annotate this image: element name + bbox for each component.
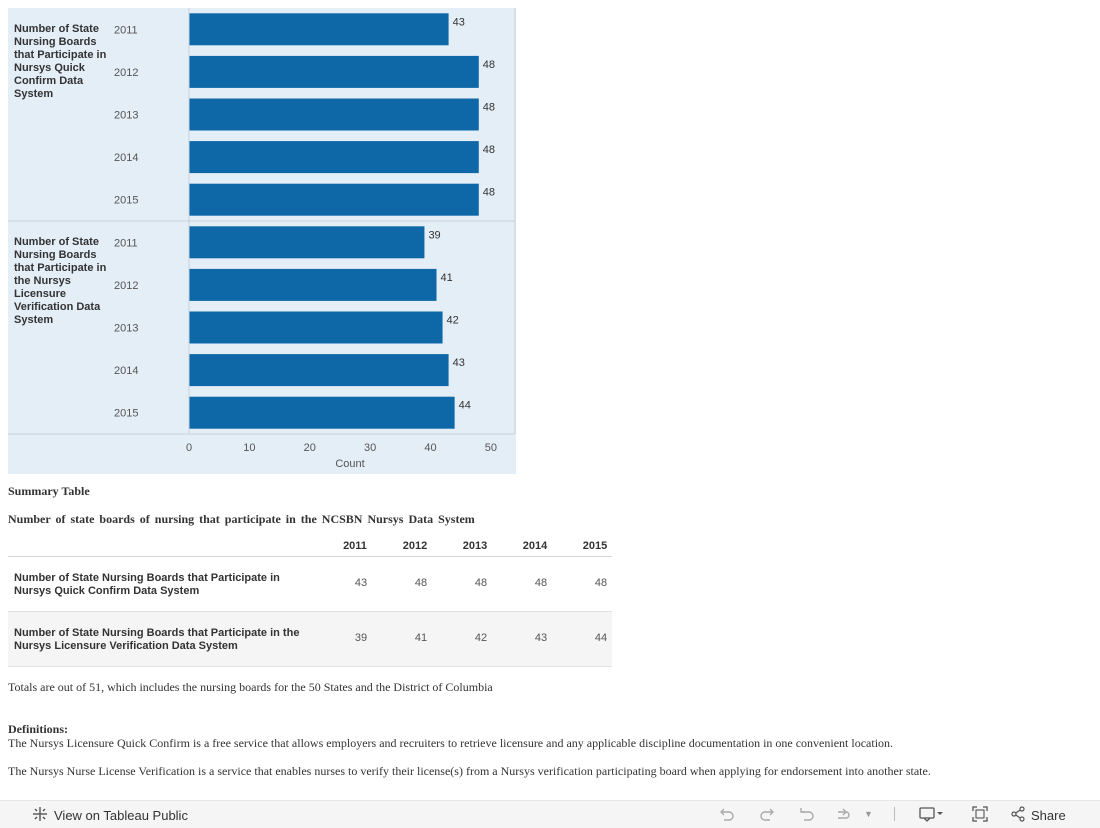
- x-tick-label: 40: [424, 442, 436, 454]
- row-label: Number of State Nursing Boards that Part…: [14, 572, 280, 597]
- bar-chart-svg: Number of State Nursing Boards that Partic…: [8, 8, 516, 470]
- bar: [189, 226, 425, 259]
- x-tick-label: 10: [243, 442, 255, 454]
- bar: [189, 141, 479, 174]
- view-on-tableau-label: View on Tableau Public: [54, 808, 188, 823]
- table-row: Number of State Nursing Boards that Part…: [8, 557, 612, 612]
- category-label: 2015: [114, 195, 138, 207]
- x-tick-label: 30: [364, 442, 376, 454]
- table-cell: 42: [474, 632, 488, 644]
- x-tick-label: 0: [186, 442, 192, 454]
- data-label: 43: [453, 16, 465, 28]
- column-header: 2015: [582, 540, 608, 552]
- table-cell: 41: [414, 632, 428, 644]
- refresh-icon[interactable]: [834, 806, 854, 822]
- bar: [189, 396, 455, 429]
- data-label: 48: [483, 59, 495, 71]
- column-header: 2011: [343, 540, 367, 552]
- x-axis-label: Count: [335, 458, 364, 470]
- data-label: 41: [441, 272, 453, 284]
- category-label: 2013: [114, 323, 138, 335]
- toolbar-divider: [894, 807, 895, 821]
- category-label: 2013: [114, 110, 138, 122]
- data-label: 44: [459, 400, 471, 412]
- bar: [189, 311, 443, 344]
- category-label: 2011: [114, 24, 138, 36]
- category-label: 2011: [114, 237, 138, 249]
- table-cell: 48: [414, 577, 428, 589]
- table-row: Number of State Nursing Boards that Part…: [8, 612, 612, 667]
- fullscreen-icon[interactable]: [972, 806, 988, 822]
- group-label: Number of State Nursing Boards that Partic…: [14, 236, 107, 326]
- bar: [189, 98, 479, 131]
- share-label: Share: [1031, 808, 1066, 823]
- tableau-toolbar: View on Tableau Public ▼ Share: [0, 800, 1100, 828]
- group-label: Number of State Nursing Boards that Partic…: [14, 23, 107, 100]
- bar: [189, 55, 479, 88]
- share-button[interactable]: Share: [1010, 806, 1066, 825]
- data-label: 43: [453, 357, 465, 369]
- definitions-heading: Definitions:: [8, 722, 68, 736]
- definition-license-verification: The Nursys Nurse License Verification is…: [8, 764, 931, 778]
- data-label: 48: [483, 102, 495, 114]
- revert-icon[interactable]: [798, 806, 816, 822]
- bar: [189, 354, 449, 387]
- category-label: 2012: [114, 67, 138, 79]
- category-label: 2015: [114, 408, 138, 420]
- undo-icon[interactable]: [718, 806, 736, 822]
- summary-label: Summary Table: [8, 484, 90, 498]
- summary-title: Number of state boards of nursing that p…: [8, 512, 475, 526]
- table-cell: 39: [354, 632, 368, 644]
- column-header: 2014: [522, 540, 548, 552]
- x-tick-label: 50: [485, 442, 497, 454]
- table-cell: 44: [594, 632, 608, 644]
- share-icon: [1010, 806, 1026, 825]
- bar: [189, 268, 437, 301]
- bar-chart: Number of State Nursing Boards that Partic…: [8, 8, 516, 474]
- data-label: 48: [483, 187, 495, 199]
- redo-icon[interactable]: [758, 806, 776, 822]
- definition-quick-confirm: The Nursys Licensure Quick Confirm is a …: [8, 736, 894, 750]
- bar: [189, 183, 479, 216]
- category-label: 2012: [114, 280, 138, 292]
- totals-note: Totals are out of 51, which includes the…: [8, 680, 493, 694]
- bar: [189, 13, 449, 46]
- view-on-tableau-button[interactable]: View on Tableau Public: [32, 806, 188, 825]
- column-header: 2012: [402, 540, 428, 552]
- x-tick-label: 20: [304, 442, 316, 454]
- column-header: 2013: [462, 540, 488, 552]
- table-cell: 48: [474, 577, 488, 589]
- table-cell: 43: [534, 632, 548, 644]
- table-cell: 48: [534, 577, 548, 589]
- table-header: 2011 2012 2013 2014 2015: [8, 536, 612, 557]
- tableau-logo-icon: [32, 806, 48, 825]
- row-label: Number of State Nursing Boards that Part…: [14, 627, 300, 652]
- table-cell: 43: [354, 577, 368, 589]
- download-icon[interactable]: [918, 806, 944, 822]
- data-label: 48: [483, 144, 495, 156]
- category-label: 2014: [114, 152, 138, 164]
- data-label: 39: [428, 229, 440, 241]
- data-label: 42: [447, 315, 459, 327]
- table-cell: 48: [594, 577, 608, 589]
- category-label: 2014: [114, 365, 138, 377]
- summary-table: 2011 2012 2013 2014 2015 Number of State…: [8, 536, 612, 667]
- chevron-down-icon[interactable]: ▼: [864, 809, 873, 819]
